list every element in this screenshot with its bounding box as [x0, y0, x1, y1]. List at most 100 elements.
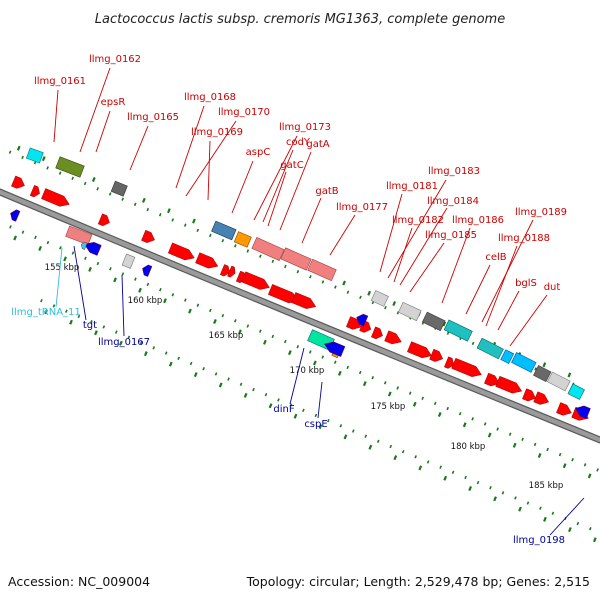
feature-block	[65, 225, 93, 246]
tick-mark	[283, 339, 287, 344]
tick-mark	[133, 202, 137, 207]
leader-line	[399, 207, 448, 286]
tick-mark	[227, 377, 230, 381]
tick-mark	[158, 213, 162, 217]
tick-mark	[508, 432, 512, 436]
forward-gene-arrow	[346, 316, 362, 330]
tick-mark	[88, 266, 92, 272]
tick-mark	[542, 362, 547, 368]
leader-line	[53, 89, 59, 143]
tick-mark	[234, 319, 237, 323]
tick-mark	[38, 245, 42, 251]
forward-gene-arrow	[522, 388, 536, 402]
tick-mark	[168, 361, 173, 367]
forward-gene-arrow	[195, 252, 219, 269]
accession-text: Accession: NC_009004	[8, 574, 150, 589]
tick-mark	[433, 401, 437, 406]
tick-mark	[351, 429, 355, 433]
leader-line	[267, 171, 287, 227]
tick-mark	[119, 340, 123, 346]
tick-mark	[171, 293, 175, 297]
tick-mark	[271, 334, 275, 339]
tick-mark	[442, 321, 447, 327]
tick-mark	[496, 427, 499, 431]
tick-mark	[362, 381, 367, 387]
tick-mark	[102, 325, 106, 329]
tick-mark	[446, 406, 449, 411]
tick-mark	[318, 424, 323, 430]
tick-mark	[533, 442, 537, 447]
leader-line	[387, 179, 447, 279]
gene-label: gatB	[315, 186, 338, 197]
tick-mark	[534, 367, 537, 371]
forward-gene-arrow	[359, 320, 372, 333]
tick-mark	[414, 455, 417, 459]
tick-mark	[371, 376, 375, 380]
feature-block	[546, 371, 571, 392]
genome-backbone	[0, 188, 600, 444]
kbp-label: 165 kbp	[209, 331, 244, 341]
gene-label: llmg_tRNA_11	[11, 307, 81, 318]
tick-mark	[171, 218, 175, 222]
tick-mark	[367, 290, 372, 296]
gene-label: epsR	[101, 97, 126, 108]
tick-mark	[458, 411, 462, 416]
tick-mark	[368, 444, 373, 450]
tick-mark	[501, 491, 505, 495]
tick-mark	[321, 355, 325, 359]
tick-mark	[196, 228, 200, 233]
tick-mark	[521, 437, 524, 441]
forward-gene-arrow	[141, 229, 155, 243]
tick-mark	[259, 254, 262, 258]
leader-line	[279, 151, 312, 231]
tick-mark	[359, 295, 362, 300]
tick-mark	[143, 351, 148, 357]
tick-mark	[252, 387, 255, 392]
leader-line	[549, 497, 585, 536]
tick-mark	[213, 319, 217, 325]
gene-label: llmg_0189	[515, 207, 567, 218]
tick-mark	[238, 329, 242, 335]
forward-gene-arrow	[167, 242, 195, 261]
tick-mark	[163, 298, 167, 304]
leader-line	[409, 242, 445, 293]
tick-mark	[159, 287, 162, 292]
feature-block	[121, 253, 136, 269]
reverse-gene-arrow	[575, 405, 591, 419]
tick-mark	[139, 340, 143, 345]
feature-block	[25, 147, 44, 164]
reverse-gene-arrows	[10, 209, 591, 419]
leader-line	[301, 197, 322, 244]
tick-mark	[562, 463, 567, 469]
gene-label: llmg_0169	[191, 127, 243, 138]
feature-block	[511, 352, 537, 373]
leader-line	[497, 290, 520, 331]
gene-label: llmg_0183	[428, 166, 480, 177]
tick-mark	[309, 275, 312, 279]
feature-block	[280, 247, 312, 271]
tick-mark	[188, 308, 192, 314]
tick-mark	[302, 408, 305, 412]
gene-label: gatC	[280, 160, 303, 171]
feature-block	[211, 220, 237, 241]
tick-mark	[114, 330, 118, 334]
reverse-gene-arrow	[10, 209, 21, 222]
forward-gene-arrow	[556, 402, 572, 416]
tick-mark	[568, 527, 572, 533]
gene-label: llmg_0177	[336, 202, 388, 213]
tick-mark	[464, 475, 467, 480]
tick-mark	[184, 298, 187, 302]
forward-gene-arrow	[495, 375, 523, 394]
tick-mark	[183, 223, 187, 227]
feature-block	[421, 311, 446, 332]
tick-mark	[592, 537, 597, 543]
tick-mark	[243, 392, 248, 398]
tick-mark	[358, 370, 362, 375]
leader-line	[121, 274, 125, 337]
leader-line	[253, 135, 298, 221]
leader-line	[207, 140, 211, 201]
tick-mark	[546, 447, 549, 452]
kbp-label: 155 kbp	[45, 263, 80, 273]
tick-mark	[343, 434, 348, 440]
